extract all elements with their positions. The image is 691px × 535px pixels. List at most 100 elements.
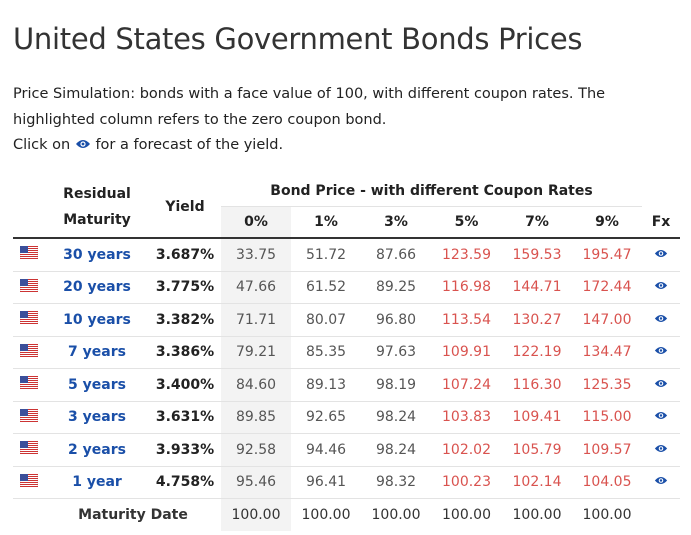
bond-row: 1 year 4.758% 95.46 96.41 98.32 100.23 102.14 1…	[13, 465, 680, 499]
price: 115.00	[572, 400, 642, 434]
flag-icon	[13, 433, 45, 466]
maturity-link[interactable]: 30 years	[45, 237, 149, 271]
price: 109.41	[502, 400, 572, 434]
price: 107.24	[431, 368, 502, 401]
group-header: Bond Price - with different Coupon Rates	[221, 176, 642, 207]
price: 144.71	[502, 270, 572, 304]
col-header: Residual Maturity	[63, 185, 131, 228]
forecast-eye[interactable]	[642, 400, 680, 434]
forecast-eye[interactable]	[642, 335, 680, 369]
coupon-header: 3%	[384, 213, 408, 230]
price: 61.52	[291, 270, 361, 304]
col-header: Yield	[165, 198, 205, 215]
yield: 3.382%	[149, 303, 221, 336]
price: 102.02	[431, 433, 502, 466]
price: 103.83	[431, 400, 502, 434]
maturity-link[interactable]: 2 years	[45, 433, 149, 466]
price: 172.44	[572, 270, 642, 304]
price: 51.72	[291, 237, 361, 271]
price: 98.19	[361, 368, 431, 401]
price: 98.24	[361, 433, 431, 466]
price: 89.85	[221, 400, 291, 434]
yield: 3.400%	[149, 368, 221, 401]
flag-icon	[13, 465, 45, 499]
maturity-link[interactable]: 5 years	[45, 368, 149, 401]
price: 100.00	[502, 498, 572, 531]
price: 92.65	[291, 400, 361, 434]
forecast-eye[interactable]	[642, 237, 680, 271]
price: 102.14	[502, 465, 572, 499]
blank	[642, 176, 680, 206]
forecast-eye[interactable]	[642, 465, 680, 499]
forecast-eye[interactable]	[642, 368, 680, 401]
yield: 4.758%	[149, 465, 221, 499]
price: 80.07	[291, 303, 361, 336]
blank	[642, 498, 680, 531]
price: 100.00	[361, 498, 431, 531]
maturity-link[interactable]: 20 years	[45, 270, 149, 304]
price: 113.54	[431, 303, 502, 336]
price: 116.98	[431, 270, 502, 304]
price: 195.47	[572, 237, 642, 271]
intro: Price Simulation: bonds with a face valu…	[13, 82, 653, 159]
bond-row: 10 years 3.382% 71.71 80.07 96.80 113.54 130.2…	[13, 303, 680, 336]
yield: 3.386%	[149, 335, 221, 369]
price: 116.30	[502, 368, 572, 401]
flag-icon	[13, 335, 45, 369]
yield: 3.631%	[149, 400, 221, 434]
bond-row: 7 years 3.386% 79.21 85.35 97.63 109.91 122.19…	[13, 335, 680, 369]
forecast-eye[interactable]	[642, 433, 680, 466]
intro-text: Price Simulation: bonds with a face valu…	[13, 86, 606, 128]
maturity-link[interactable]: 7 years	[45, 335, 149, 369]
price: 47.66	[221, 270, 291, 304]
flag-icon	[13, 270, 45, 304]
flag-icon	[13, 303, 45, 336]
maturity-link[interactable]: 3 years	[45, 400, 149, 434]
bond-row: 20 years 3.775% 47.66 61.52 89.25 116.98 144.7…	[13, 270, 680, 304]
yield: 3.775%	[149, 270, 221, 304]
eye-icon	[75, 140, 90, 148]
intro-text: for a forecast of the yield.	[95, 137, 284, 153]
footer-row: Maturity Date 100.00 100.00 100.00 100.00 100…	[13, 498, 680, 531]
col-header: Fx	[651, 213, 671, 230]
price: 98.24	[361, 400, 431, 434]
bond-row: 2 years 3.933% 92.58 94.46 98.24 102.02 105.79…	[13, 433, 680, 466]
page-title: United States Government Bonds Prices	[13, 22, 583, 56]
flag-icon	[13, 237, 45, 271]
yield: 3.933%	[149, 433, 221, 466]
price: 95.46	[221, 465, 291, 499]
blank	[13, 176, 45, 206]
price: 159.53	[502, 237, 572, 271]
bond-row: 30 years 3.687% 33.75 51.72 87.66 123.59 159.5…	[13, 237, 680, 271]
price: 96.80	[361, 303, 431, 336]
bond-row: 5 years 3.400% 84.60 89.13 98.19 107.24 116.30…	[13, 368, 680, 401]
price: 100.00	[572, 498, 642, 531]
price: 85.35	[291, 335, 361, 369]
yield: 3.687%	[149, 237, 221, 271]
price: 71.71	[221, 303, 291, 336]
price: 130.27	[502, 303, 572, 336]
coupon-header: 9%	[595, 213, 619, 230]
coupon-header: 5%	[454, 213, 479, 230]
price: 94.46	[291, 433, 361, 466]
forecast-eye[interactable]	[642, 270, 680, 304]
price: 87.66	[361, 237, 431, 271]
coupon-header: 7%	[525, 213, 549, 230]
price: 147.00	[572, 303, 642, 336]
maturity-link[interactable]: 10 years	[45, 303, 149, 336]
coupon-header: 0%	[221, 206, 291, 238]
price: 109.57	[572, 433, 642, 466]
price: 123.59	[431, 237, 502, 271]
price: 109.91	[431, 335, 502, 369]
price: 122.19	[502, 335, 572, 369]
forecast-eye[interactable]	[642, 303, 680, 336]
price: 134.47	[572, 335, 642, 369]
price: 96.41	[291, 465, 361, 499]
price: 84.60	[221, 368, 291, 401]
price: 100.23	[431, 465, 502, 499]
price: 97.63	[361, 335, 431, 369]
price: 125.35	[572, 368, 642, 401]
blank	[13, 498, 45, 531]
maturity-link[interactable]: 1 year	[45, 465, 149, 499]
blank	[13, 206, 45, 238]
